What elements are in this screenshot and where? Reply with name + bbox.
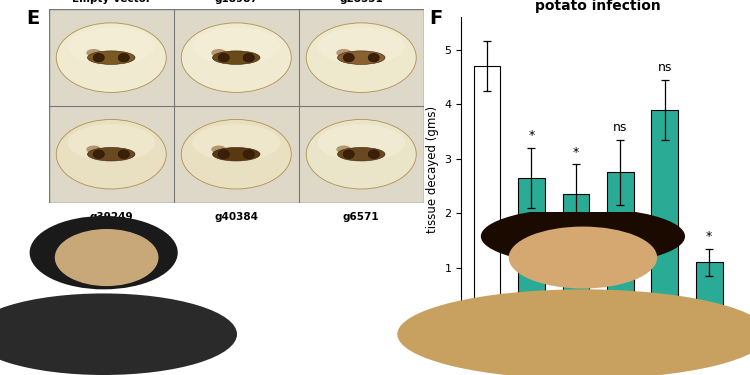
Ellipse shape	[338, 147, 385, 161]
Ellipse shape	[86, 146, 101, 153]
Ellipse shape	[317, 124, 405, 161]
Ellipse shape	[481, 208, 685, 265]
Ellipse shape	[30, 216, 178, 290]
Ellipse shape	[368, 150, 380, 159]
Bar	[298, 106, 424, 202]
Text: E: E	[26, 9, 40, 28]
Ellipse shape	[118, 53, 129, 62]
Text: *: *	[573, 146, 579, 159]
Ellipse shape	[68, 124, 155, 161]
Ellipse shape	[243, 53, 254, 62]
Ellipse shape	[182, 120, 291, 189]
Ellipse shape	[368, 53, 380, 62]
Ellipse shape	[317, 28, 405, 64]
Ellipse shape	[306, 120, 416, 189]
Text: g40384: g40384	[214, 212, 258, 222]
Ellipse shape	[193, 124, 280, 161]
Ellipse shape	[212, 147, 260, 161]
Ellipse shape	[343, 53, 354, 62]
Ellipse shape	[56, 23, 166, 92]
Bar	[49, 9, 174, 106]
Text: g28531: g28531	[339, 0, 383, 4]
Title: potato infection: potato infection	[536, 0, 661, 13]
Ellipse shape	[212, 51, 260, 64]
Ellipse shape	[193, 28, 280, 64]
Ellipse shape	[211, 146, 226, 153]
Ellipse shape	[0, 293, 237, 375]
Ellipse shape	[338, 51, 385, 64]
Ellipse shape	[509, 226, 657, 288]
Ellipse shape	[88, 51, 135, 64]
Bar	[607, 172, 634, 322]
Ellipse shape	[343, 150, 354, 159]
Ellipse shape	[88, 147, 135, 161]
Text: g6571: g6571	[343, 212, 380, 222]
Ellipse shape	[398, 290, 750, 375]
Ellipse shape	[55, 229, 158, 286]
Ellipse shape	[306, 23, 416, 92]
Text: Empty Vector: Empty Vector	[72, 0, 151, 4]
Ellipse shape	[336, 49, 351, 57]
Ellipse shape	[93, 150, 104, 159]
Text: *: *	[528, 129, 535, 142]
Ellipse shape	[211, 49, 226, 57]
Ellipse shape	[182, 23, 291, 92]
Ellipse shape	[243, 150, 254, 159]
Text: g39249: g39249	[89, 212, 133, 222]
Bar	[652, 110, 678, 322]
Bar	[696, 262, 722, 322]
Text: g18987: g18987	[214, 0, 258, 4]
Bar	[174, 9, 298, 106]
Ellipse shape	[93, 53, 104, 62]
Bar	[474, 66, 500, 322]
Bar	[562, 194, 590, 322]
Bar	[49, 106, 174, 202]
Ellipse shape	[68, 28, 155, 64]
Ellipse shape	[218, 53, 229, 62]
Ellipse shape	[86, 49, 101, 57]
Text: ns: ns	[614, 121, 628, 134]
Y-axis label: tissue decayed (gms): tissue decayed (gms)	[426, 106, 439, 233]
Text: F: F	[429, 9, 442, 28]
Text: *: *	[706, 230, 712, 243]
Bar	[174, 106, 298, 202]
Text: ns: ns	[658, 61, 672, 74]
Bar	[298, 9, 424, 106]
Ellipse shape	[56, 120, 166, 189]
Ellipse shape	[336, 146, 351, 153]
Ellipse shape	[218, 150, 229, 159]
Bar	[518, 178, 544, 322]
Ellipse shape	[118, 150, 129, 159]
